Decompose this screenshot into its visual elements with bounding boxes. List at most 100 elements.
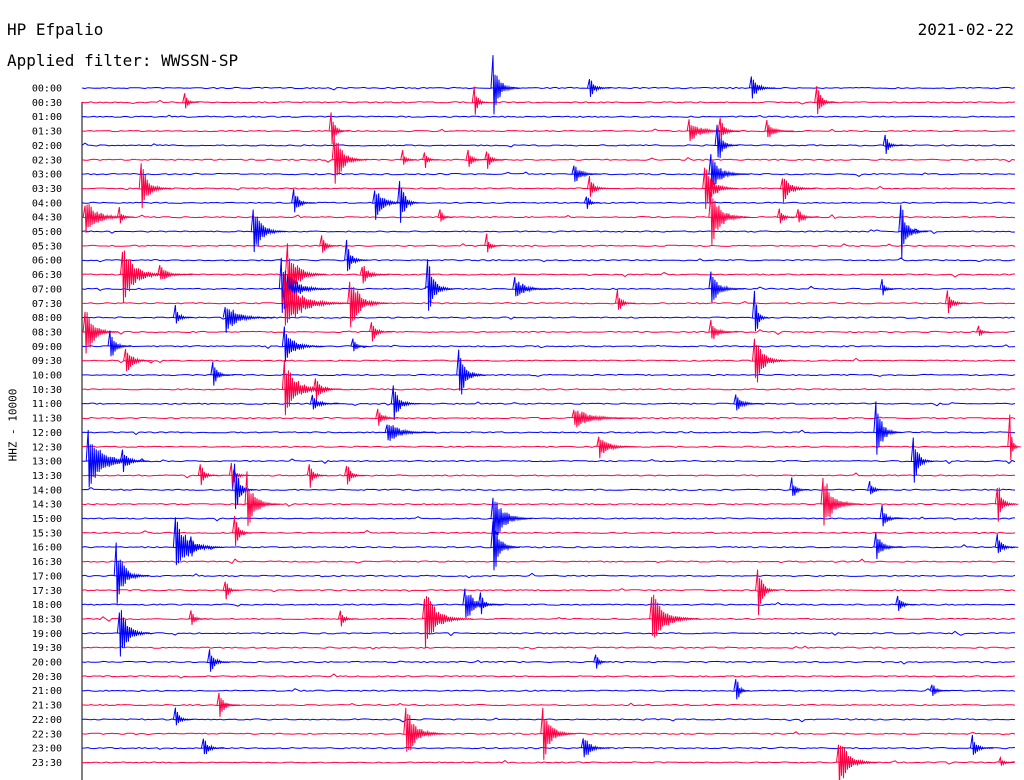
seismic-event-99 (755, 569, 779, 616)
plot-date: 2021-02-22 (917, 20, 1014, 39)
seismic-event-36 (484, 233, 501, 253)
seismic-event-97 (113, 542, 150, 604)
seismic-event-19 (138, 163, 172, 209)
time-label: 03:30 (32, 184, 62, 195)
time-label: 16:30 (32, 557, 62, 568)
time-label: 14:00 (32, 485, 62, 496)
seismic-event-40 (285, 243, 327, 299)
seismic-event-45 (708, 271, 744, 303)
seismic-event-81 (306, 464, 328, 488)
seismic-event-87 (820, 477, 863, 526)
trace-0730 (81, 300, 1016, 305)
seismic-event-112 (216, 692, 241, 717)
seismic-event-38 (120, 250, 172, 303)
seismic-event-56 (708, 319, 738, 339)
seismic-event-47 (281, 275, 349, 326)
trace-0100 (81, 114, 1016, 118)
time-label: 02:30 (32, 155, 62, 166)
seismic-event-26 (583, 196, 601, 209)
time-label: 16:00 (32, 543, 62, 554)
time-label: 08:30 (32, 327, 62, 338)
seismic-event-96 (994, 534, 1019, 554)
seismic-event-69 (733, 394, 763, 411)
seismic-event-41 (359, 265, 390, 284)
seismic-event-104 (649, 594, 701, 638)
seismic-event-90 (879, 504, 904, 527)
time-label: 13:00 (32, 457, 62, 468)
seismic-event-21 (702, 167, 738, 210)
time-label: 13:30 (32, 471, 62, 482)
time-label: 17:00 (32, 571, 62, 582)
seismic-event-34 (898, 204, 928, 258)
seismic-event-29 (437, 209, 455, 222)
seismic-event-67 (309, 394, 340, 410)
seismic-event-95 (873, 532, 903, 560)
seismic-event-23 (291, 189, 315, 213)
trace-1730 (81, 588, 1016, 593)
trace-0230 (81, 156, 1016, 163)
time-label: 15:00 (32, 514, 62, 525)
seismic-event-46 (879, 279, 897, 296)
time-label: 15:30 (32, 528, 62, 539)
seismic-event-48 (347, 281, 389, 328)
trace-1500 (81, 516, 1016, 522)
seismic-event-89 (490, 497, 533, 549)
seismic-event-58 (107, 330, 132, 357)
time-label: 17:30 (32, 586, 62, 597)
trace-0830 (81, 329, 1016, 336)
time-label: 12:30 (32, 442, 62, 453)
trace-1430 (81, 503, 1016, 507)
time-label: 20:30 (32, 672, 62, 683)
seismic-event-61 (123, 348, 153, 372)
seismic-event-64 (456, 349, 486, 395)
time-label: 06:00 (32, 256, 62, 267)
seismic-event-98 (222, 581, 240, 600)
seismic-traces (81, 86, 1016, 780)
seismic-event-118 (969, 734, 994, 755)
seismic-event-5 (814, 86, 838, 115)
time-label: 06:30 (32, 270, 62, 281)
seismic-event-0 (490, 55, 521, 115)
time-label: 18:00 (32, 600, 62, 611)
seismic-event-12 (331, 136, 368, 184)
seismic-event-103 (422, 596, 474, 649)
seismic-event-63 (210, 361, 234, 386)
trace-1900 (81, 630, 1016, 637)
seismic-event-11 (882, 134, 904, 155)
seismic-event-80 (228, 462, 250, 488)
seismic-event-44 (512, 276, 554, 297)
seismic-event-6 (328, 112, 350, 145)
seismic-event-79 (197, 464, 219, 486)
seismic-event-102 (895, 595, 916, 611)
time-label: 12:00 (32, 428, 62, 439)
trace-1930 (81, 645, 1016, 650)
trace-0030 (81, 99, 1016, 105)
trace-0600 (81, 257, 1016, 263)
seismic-event-28 (116, 207, 134, 224)
seismic-event-62 (752, 338, 788, 383)
seismic-event-60 (350, 338, 367, 352)
seismic-event-120 (997, 755, 1015, 766)
seismic-event-17 (571, 165, 601, 182)
seismic-event-74 (596, 436, 638, 459)
trace-0930 (81, 357, 1016, 364)
seismic-event-52 (222, 307, 275, 333)
seismic-event-43 (425, 259, 455, 311)
seismic-event-8 (717, 117, 742, 141)
seismic-event-37 (344, 239, 368, 272)
trace-2300 (81, 746, 1016, 750)
seismic-event-53 (752, 290, 769, 332)
time-label: 05:30 (32, 241, 62, 252)
seismic-event-91 (232, 515, 253, 547)
seismic-event-84 (789, 477, 810, 496)
trace-0800 (81, 316, 1016, 320)
seismic-event-39 (157, 264, 193, 280)
seismic-event-110 (733, 679, 750, 700)
trace-1830 (81, 616, 1016, 622)
trace-2200 (81, 717, 1016, 723)
seismic-event-115 (540, 707, 576, 760)
seismic-event-15 (465, 149, 487, 167)
time-label: 22:00 (32, 715, 62, 726)
time-label: 07:30 (32, 299, 62, 310)
